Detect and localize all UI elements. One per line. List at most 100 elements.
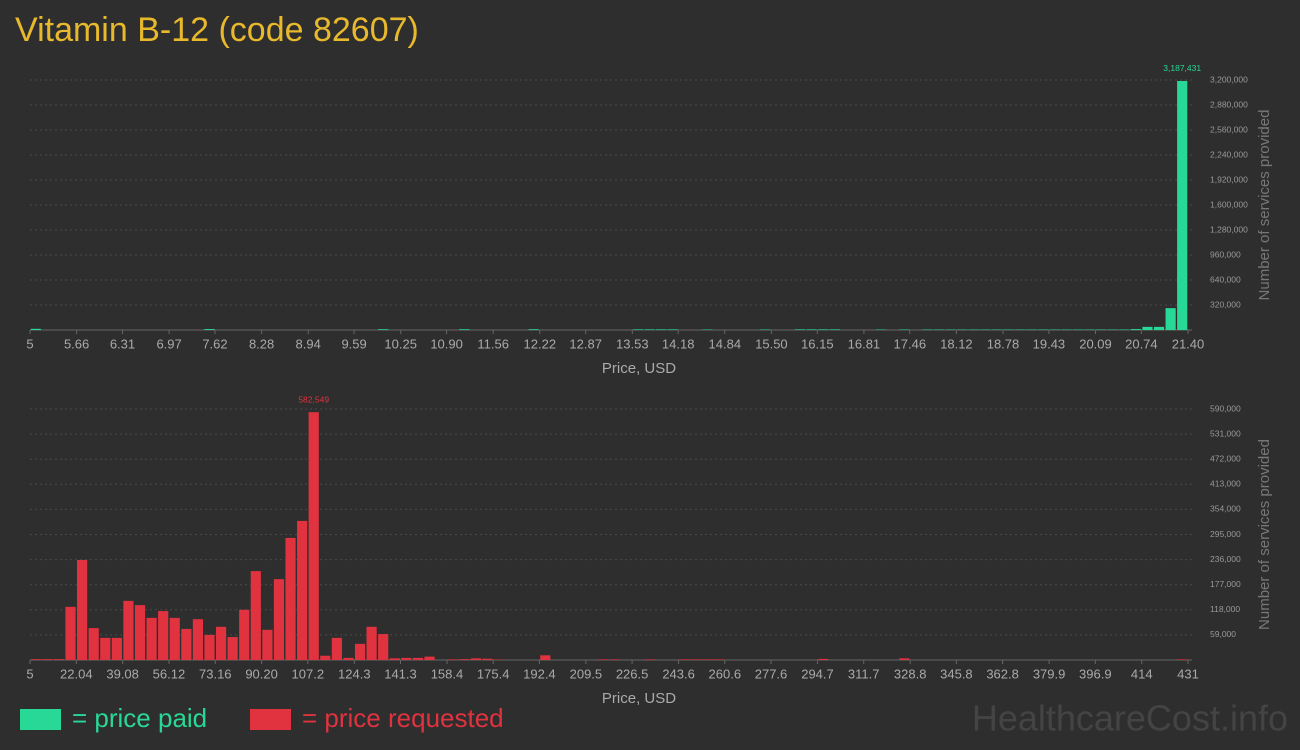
x-tick-label: 175.4	[477, 666, 510, 681]
x-tick-label: 18.12	[940, 336, 973, 351]
y-axis-title: Number of services provided	[1256, 439, 1273, 630]
bar	[806, 329, 817, 330]
x-tick-label: 362.8	[986, 666, 1019, 681]
bar	[227, 637, 238, 660]
bar	[829, 329, 840, 330]
x-tick-label: 277.6	[755, 666, 788, 681]
bar	[1142, 326, 1153, 330]
x-tick-label: 107.2	[292, 666, 325, 681]
bar	[65, 606, 76, 660]
bar	[42, 659, 53, 660]
bar	[53, 659, 65, 660]
bar	[366, 626, 377, 660]
bar	[354, 643, 366, 660]
x-tick-label: 13.53	[616, 336, 649, 351]
y-tick-label: 960,000	[1210, 249, 1241, 259]
bar	[401, 657, 412, 660]
x-tick-label: 90.20	[245, 666, 278, 681]
bar	[713, 659, 725, 660]
x-tick-label: 311.7	[848, 666, 880, 681]
y-tick-label: 1,600,000	[1210, 199, 1248, 209]
x-tick-label: 260.6	[709, 666, 742, 681]
x-tick-label: 14.18	[662, 336, 695, 351]
x-tick-label: 12.22	[524, 336, 557, 351]
bar	[285, 537, 296, 660]
y-tick-label: 1,920,000	[1210, 174, 1248, 184]
y-tick-label: 3,200,000	[1210, 74, 1248, 84]
x-tick-label: 8.94	[296, 336, 321, 351]
bar	[1177, 80, 1188, 330]
bar	[262, 629, 273, 660]
bar	[702, 659, 713, 660]
legend-swatch	[250, 709, 291, 730]
x-tick-label: 192.4	[523, 666, 556, 681]
bar	[540, 655, 551, 660]
bar	[1153, 326, 1165, 330]
bar	[447, 659, 458, 660]
value-label: 582,549	[298, 394, 329, 404]
x-tick-label: 14.84	[709, 336, 742, 351]
x-tick-label: 12.87	[569, 336, 602, 351]
bar	[30, 659, 41, 660]
y-tick-label: 1,280,000	[1210, 224, 1248, 234]
y-tick-label: 472,000	[1210, 453, 1241, 463]
x-tick-label: 15.50	[755, 336, 788, 351]
value-label: 3,187,431	[1163, 63, 1201, 73]
x-tick-label: 7.62	[202, 336, 227, 351]
legend-label: = price requested	[302, 703, 504, 733]
bar	[111, 637, 122, 660]
bar	[192, 619, 203, 660]
y-tick-label: 118,000	[1210, 604, 1240, 614]
bar	[644, 659, 655, 660]
bar	[1165, 308, 1176, 330]
bar	[215, 626, 227, 660]
x-tick-label: 243.6	[662, 666, 695, 681]
bar	[77, 560, 88, 660]
x-tick-label: 431	[1177, 666, 1199, 681]
x-axis-title: Price, USD	[602, 690, 676, 707]
y-tick-label: 295,000	[1210, 529, 1241, 539]
bar	[204, 634, 215, 660]
x-tick-label: 8.28	[249, 336, 274, 351]
x-tick-label: 158.4	[431, 666, 464, 681]
x-tick-label: 209.5	[570, 666, 603, 681]
x-tick-label: 11.56	[477, 336, 509, 351]
y-tick-label: 640,000	[1210, 274, 1241, 284]
x-tick-label: 379.9	[1033, 666, 1066, 681]
bar	[181, 628, 192, 660]
y-tick-label: 236,000	[1210, 554, 1241, 564]
bar	[343, 657, 354, 660]
bar	[794, 329, 806, 330]
x-tick-label: 18.78	[987, 336, 1020, 351]
x-tick-label: 17.46	[894, 336, 927, 351]
bar	[308, 412, 319, 660]
x-tick-label: 20.09	[1079, 336, 1112, 351]
x-tick-label: 19.43	[1033, 336, 1066, 351]
bar	[239, 609, 250, 660]
x-tick-label: 5	[26, 666, 33, 681]
bar	[679, 659, 690, 660]
bar	[598, 659, 609, 660]
y-tick-label: 2,560,000	[1210, 124, 1248, 134]
bar	[667, 329, 678, 330]
bar	[389, 658, 400, 660]
bar	[609, 659, 620, 660]
x-tick-label: 16.81	[848, 336, 881, 351]
bar	[134, 605, 146, 660]
legend-label: = price paid	[72, 703, 207, 733]
y-tick-label: 59,000	[1210, 629, 1236, 639]
x-tick-label: 141.3	[384, 666, 417, 681]
y-tick-label: 320,000	[1210, 299, 1241, 309]
bar	[528, 329, 539, 330]
bar	[818, 658, 829, 660]
bar	[644, 329, 655, 330]
x-tick-label: 10.90	[430, 336, 463, 351]
y-tick-label: 413,000	[1210, 479, 1241, 489]
bar	[656, 329, 667, 330]
title: Vitamin B-12 (code 82607)	[15, 11, 419, 49]
watermark: HealthcareCost.info	[972, 698, 1288, 739]
y-tick-label: 354,000	[1210, 504, 1241, 514]
bar	[470, 658, 481, 660]
x-tick-label: 414	[1131, 666, 1153, 681]
